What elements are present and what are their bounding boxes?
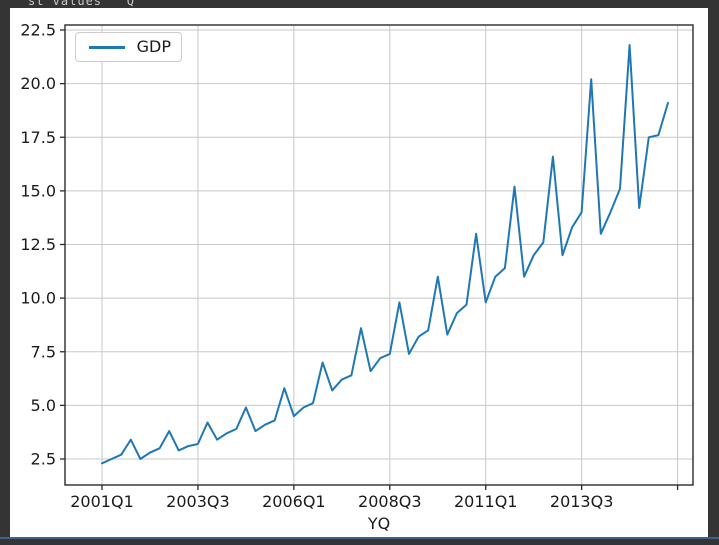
x-axis-label: YQ bbox=[367, 514, 390, 533]
clipped-code-line: st values Q bbox=[0, 0, 719, 8]
svg-text:12.5: 12.5 bbox=[20, 235, 56, 254]
x-tick-labels: 2001Q1 2003Q3 2006Q1 2008Q3 2011Q1 2013Q3 bbox=[70, 492, 613, 511]
legend: GDP bbox=[75, 32, 182, 62]
svg-text:17.5: 17.5 bbox=[20, 128, 56, 147]
svg-text:2011Q1: 2011Q1 bbox=[454, 492, 518, 511]
legend-line-sample-gdp bbox=[89, 45, 125, 49]
y-tick-labels: 2.5 5.0 7.5 10.0 12.5 15.0 17.5 20.0 22.5 bbox=[20, 21, 56, 469]
svg-text:20.0: 20.0 bbox=[20, 74, 56, 93]
series-line-gdp bbox=[101, 44, 669, 465]
legend-label-gdp: GDP bbox=[136, 37, 171, 56]
svg-text:15.0: 15.0 bbox=[20, 181, 56, 200]
svg-text:2013Q3: 2013Q3 bbox=[550, 492, 614, 511]
tick-marks bbox=[60, 29, 679, 490]
svg-text:2001Q1: 2001Q1 bbox=[70, 492, 134, 511]
svg-text:2006Q1: 2006Q1 bbox=[262, 492, 326, 511]
cell-divider bbox=[0, 537, 719, 539]
axes-frame bbox=[64, 24, 694, 486]
grid bbox=[65, 25, 693, 485]
matplotlib-figure: 2.5 5.0 7.5 10.0 12.5 15.0 17.5 20.0 22.5 2001Q1 2… bbox=[10, 8, 708, 537]
svg-text:2.5: 2.5 bbox=[31, 450, 56, 469]
svg-text:10.0: 10.0 bbox=[20, 289, 56, 308]
clipped-code-text: st values Q bbox=[28, 0, 135, 8]
svg-text:2003Q3: 2003Q3 bbox=[166, 492, 230, 511]
svg-text:22.5: 22.5 bbox=[20, 21, 56, 40]
svg-text:7.5: 7.5 bbox=[31, 342, 56, 361]
svg-text:5.0: 5.0 bbox=[31, 396, 56, 415]
svg-text:2008Q3: 2008Q3 bbox=[358, 492, 422, 511]
